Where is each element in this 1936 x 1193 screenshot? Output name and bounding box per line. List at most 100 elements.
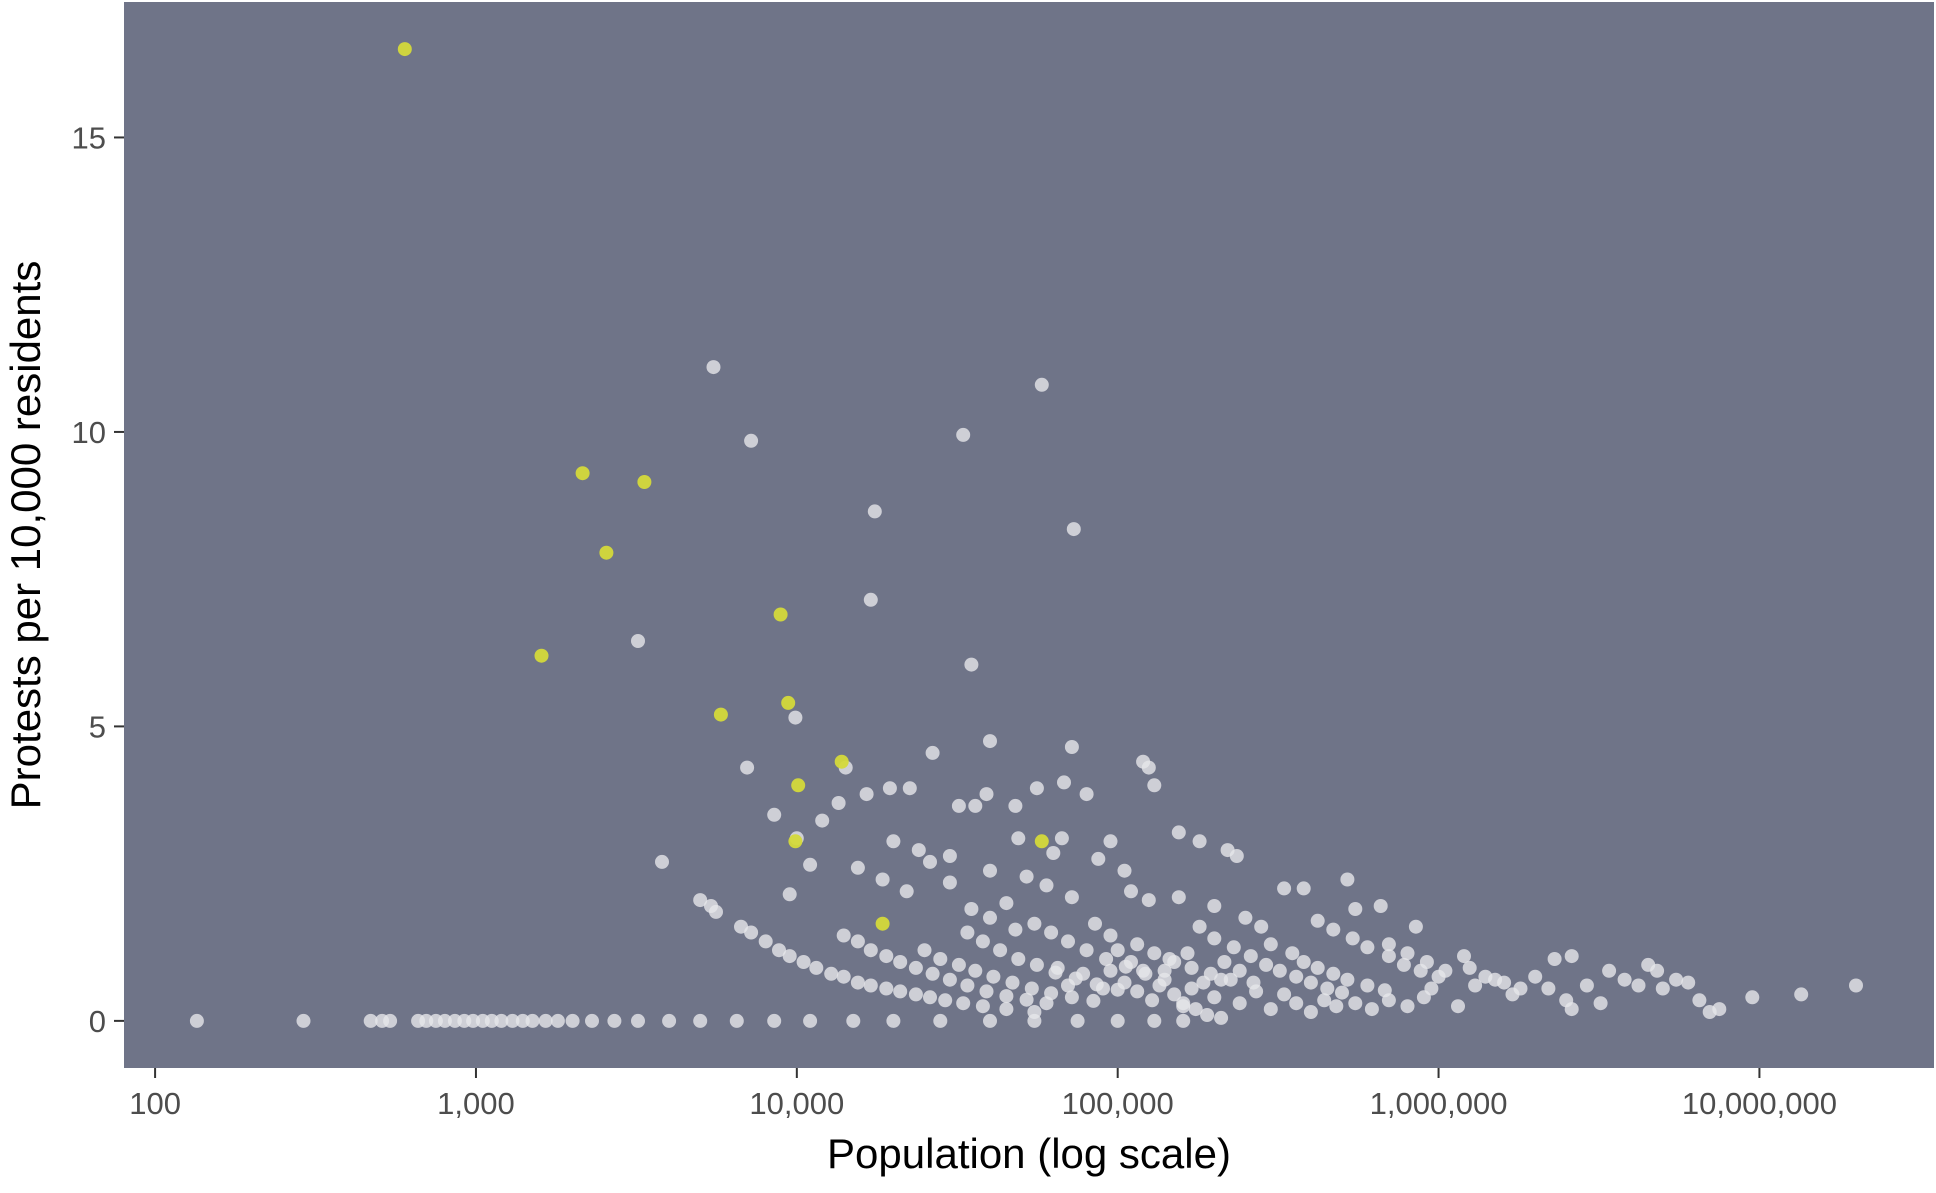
data-point (744, 433, 759, 448)
data-point (1136, 963, 1151, 978)
data-point (1061, 934, 1075, 949)
plot-panel (124, 2, 1934, 1068)
data-point (1088, 916, 1102, 931)
data-point (1096, 981, 1110, 996)
data-point (1064, 890, 1079, 905)
data-point (631, 634, 645, 648)
data-point (550, 1013, 565, 1028)
data-point (1310, 960, 1325, 975)
data-point (1541, 981, 1556, 996)
data-point (867, 504, 882, 519)
data-point (875, 872, 890, 887)
data-point (1602, 963, 1617, 978)
data-point (655, 854, 669, 869)
data-point (975, 934, 990, 949)
data-point (964, 657, 979, 672)
data-point (1046, 846, 1061, 860)
data-point (993, 943, 1008, 958)
data-point (1019, 869, 1034, 884)
data-point (1254, 919, 1269, 934)
data-point (942, 849, 957, 863)
highlight-point (1034, 834, 1049, 849)
y-axis: 0 5 10 15 (72, 120, 124, 1039)
data-point (1794, 987, 1809, 1002)
data-point (1039, 878, 1054, 893)
data-point (1180, 946, 1195, 961)
data-point (419, 1013, 434, 1028)
data-point (1303, 975, 1318, 990)
data-point (1381, 937, 1396, 952)
data-point (767, 1013, 782, 1028)
data-point (1326, 966, 1341, 981)
data-point (1184, 981, 1199, 996)
data-point (1147, 1013, 1162, 1028)
data-point (1103, 963, 1118, 978)
data-point (693, 893, 708, 908)
data-point (1263, 1002, 1278, 1017)
highlight-point (788, 834, 803, 849)
data-point (1061, 978, 1075, 993)
data-point (1326, 922, 1341, 937)
data-point (1285, 946, 1300, 961)
data-point (964, 902, 979, 916)
data-point (1076, 966, 1091, 981)
data-point (1381, 949, 1396, 964)
data-point (925, 966, 940, 981)
data-point (899, 884, 914, 899)
data-point (1167, 987, 1182, 1002)
data-point (836, 969, 851, 984)
x-tick-label: 1,000 (437, 1086, 515, 1121)
data-point (1272, 963, 1287, 978)
data-point (1091, 851, 1106, 866)
data-point (1348, 996, 1363, 1011)
data-point (917, 943, 932, 958)
data-point (1849, 978, 1863, 993)
data-point (1617, 972, 1632, 987)
data-point (1229, 849, 1244, 863)
data-point (1528, 969, 1543, 984)
data-point (1320, 981, 1335, 996)
data-point (979, 787, 994, 802)
data-point (1303, 1005, 1318, 1019)
data-point (1005, 975, 1020, 990)
data-point (1064, 990, 1079, 1005)
data-point (296, 1013, 311, 1028)
data-point (925, 745, 940, 760)
highlight-point (534, 648, 549, 663)
data-point (1564, 1002, 1579, 1017)
data-point (951, 798, 966, 813)
data-point (1171, 825, 1186, 840)
data-point (565, 1013, 580, 1028)
data-point (1124, 884, 1138, 899)
data-point (788, 710, 803, 725)
data-point (1692, 993, 1707, 1008)
data-point (1044, 986, 1059, 1001)
data-point (956, 996, 971, 1011)
data-point (1373, 899, 1388, 913)
highlight-point (397, 42, 412, 57)
data-point (767, 807, 782, 822)
data-point (1348, 902, 1363, 916)
data-point (466, 1013, 481, 1028)
data-point (986, 969, 1001, 984)
data-point (1593, 996, 1608, 1011)
data-point (836, 928, 851, 943)
x-tick-label: 100 (129, 1086, 181, 1121)
data-point (1681, 975, 1696, 990)
data-point (850, 860, 865, 875)
data-point (1381, 993, 1396, 1008)
data-point (1124, 955, 1138, 969)
data-point (850, 934, 865, 949)
data-point (693, 1013, 708, 1028)
data-point (1011, 831, 1026, 846)
data-point (983, 863, 997, 878)
highlight-point (713, 707, 728, 722)
data-point (942, 972, 957, 987)
data-point (1360, 978, 1375, 993)
data-point (729, 1013, 744, 1028)
data-point (908, 987, 923, 1002)
data-point (1110, 1013, 1125, 1028)
data-point (1192, 919, 1207, 934)
x-axis: 100 1,000 10,000 100,000 1,000,000 10,000,000 (129, 1068, 1837, 1121)
data-point (999, 896, 1014, 911)
